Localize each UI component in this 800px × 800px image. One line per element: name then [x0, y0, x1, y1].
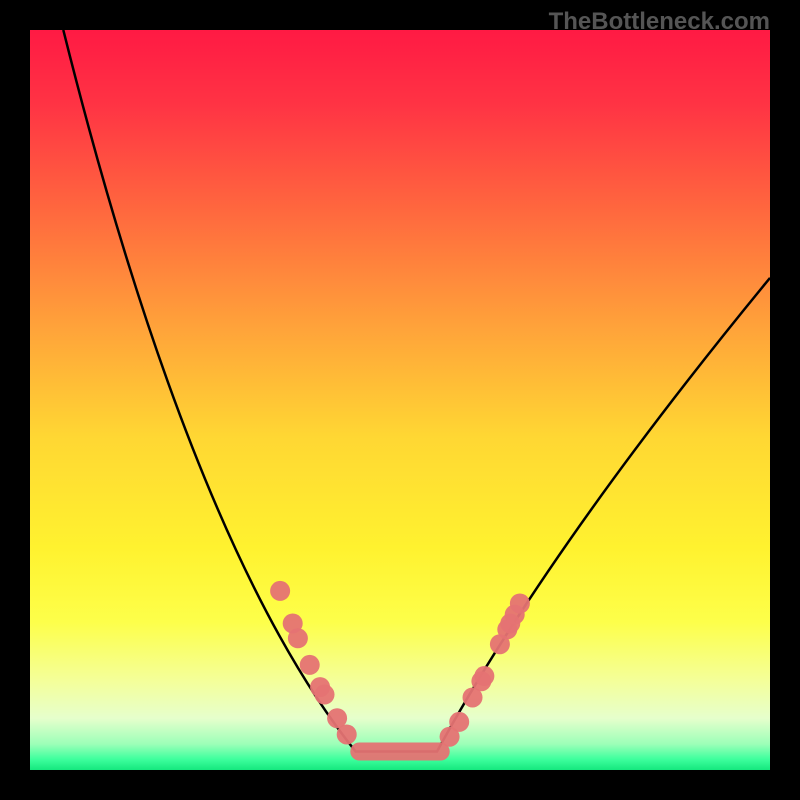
marker-right-9 [510, 594, 530, 614]
gradient-background [30, 30, 770, 770]
chart-svg [30, 30, 770, 770]
marker-left-5 [315, 685, 335, 705]
marker-left-2 [288, 628, 308, 648]
plot-area [30, 30, 770, 770]
marker-left-3 [300, 655, 320, 675]
marker-bottom-cluster [350, 743, 449, 761]
marker-left-0 [270, 581, 290, 601]
watermark-text: TheBottleneck.com [549, 8, 770, 36]
marker-left-7 [337, 724, 357, 744]
marker-right-1 [449, 712, 469, 732]
marker-right-4 [474, 666, 494, 686]
chart-container: TheBottleneck.com [0, 0, 800, 800]
